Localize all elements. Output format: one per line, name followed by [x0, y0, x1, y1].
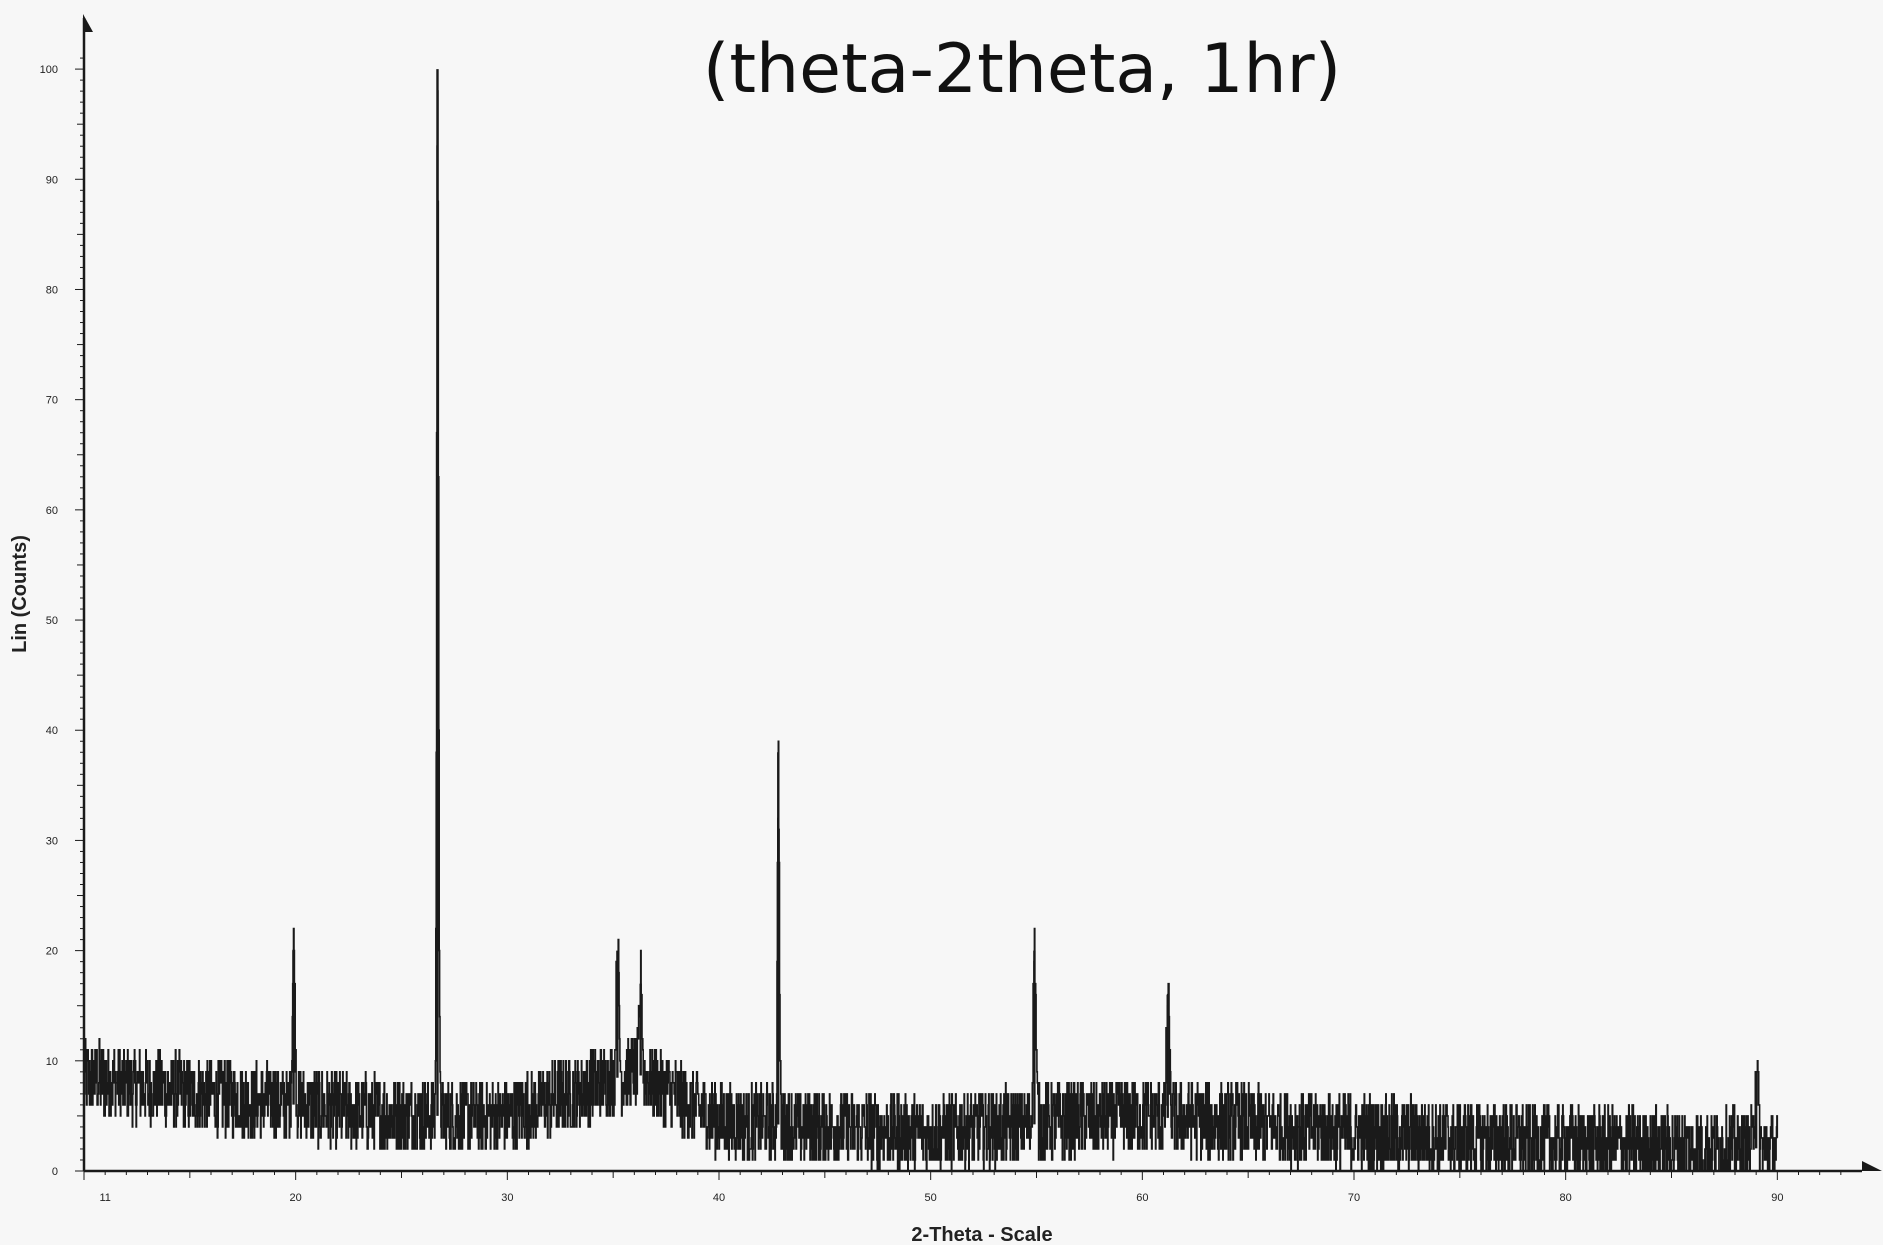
chart-title: (theta-2theta, 1hr): [703, 30, 1341, 109]
y-tick-label: 0: [52, 1166, 58, 1178]
x-tick-label: 20: [290, 1192, 302, 1204]
x-tick-label: 50: [925, 1192, 937, 1204]
y-tick-label: 50: [46, 615, 58, 627]
x-tick-label: 90: [1771, 1192, 1783, 1204]
y-tick-label: 60: [46, 505, 58, 517]
y-tick-label: 30: [46, 835, 58, 847]
x-tick-label: 80: [1560, 1192, 1572, 1204]
y-tick-label: 80: [46, 284, 58, 296]
x-axis-label: 2-Theta - Scale: [911, 1224, 1052, 1245]
y-axis-label: Lin (Counts): [9, 535, 31, 653]
y-tick-label: 90: [46, 174, 58, 186]
y-tick-label: 10: [46, 1056, 58, 1068]
xrd-trace: [83, 90, 1779, 1172]
x-tick-label: 70: [1348, 1192, 1360, 1204]
y-axis-arrow: [83, 14, 93, 32]
y-tick-label: 100: [40, 64, 58, 76]
y-tick-label: 20: [46, 946, 58, 958]
x-tick-label: 30: [501, 1192, 513, 1204]
x-tick-label: 60: [1136, 1192, 1148, 1204]
x-axis-arrow: [1862, 1161, 1882, 1171]
y-tick-label: 40: [46, 725, 58, 737]
y-tick-label: 70: [46, 395, 58, 407]
x-tick-label: 40: [713, 1192, 725, 1204]
x-tick-label: 11: [99, 1192, 110, 1204]
